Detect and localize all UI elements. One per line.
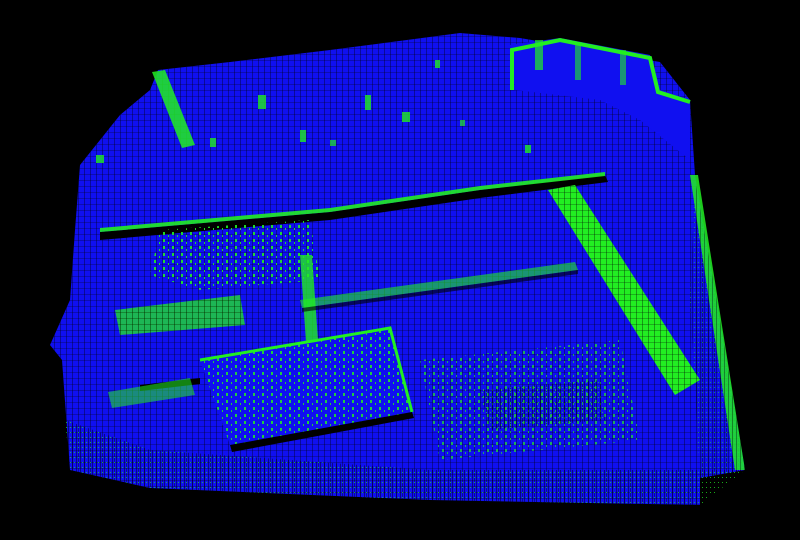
top-feature-5 [210,138,216,147]
central-column [300,255,318,342]
middle-thin-beam-shadow [302,270,578,312]
block-post-1 [535,40,543,70]
speckle-zone-upper [150,220,320,290]
block-post-3 [620,50,626,85]
top-feature-9 [460,120,465,126]
long-beam-shadow [100,175,608,240]
top-feature-2 [300,130,306,142]
lower-object-rim [199,326,414,413]
dark-voxel-cluster [480,380,605,430]
right-wall-texture [690,180,745,478]
top-right-block-rim [510,37,691,104]
top-feature-8 [435,60,440,68]
lower-object-shadow [230,412,414,452]
diagonal-strip-texture [548,185,700,395]
top-right-block [510,38,690,160]
middle-thin-beam [300,262,578,308]
top-feature-6 [96,155,104,163]
top-feature-1 [258,95,266,109]
top-feature-7 [525,145,531,153]
block-post-2 [575,45,581,80]
cloud-bottom-edge [65,420,745,505]
lower-object-texture [200,328,412,445]
left-pole [152,70,195,148]
lower-left-green [108,378,195,408]
left-green-band-texture [115,295,245,335]
top-feature-4 [402,112,410,122]
top-feature-3 [365,95,371,110]
long-beam-highlight [100,172,605,232]
top-feature-10 [330,140,336,146]
